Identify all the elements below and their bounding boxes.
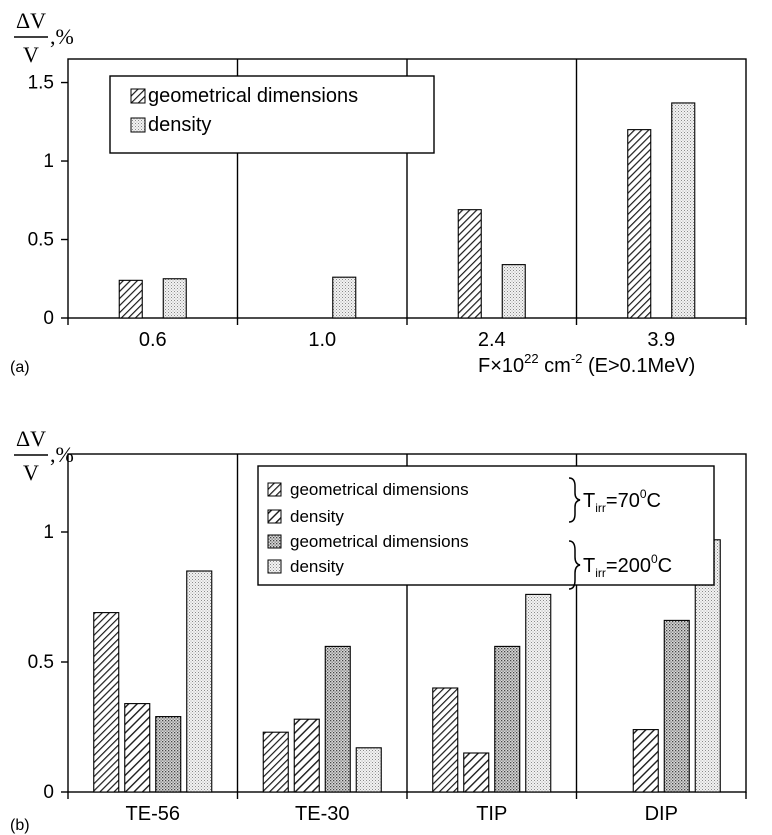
brace-200-icon — [568, 540, 581, 590]
bar-DIP-series-3 — [663, 619, 690, 793]
y-tick-label: 0 — [43, 308, 54, 329]
group-70-sub: irr — [595, 501, 606, 515]
bar-DIP-series-2 — [632, 729, 659, 793]
y-tick-label: 0.5 — [28, 230, 54, 251]
group-200-t: T — [583, 555, 595, 577]
panel-b: ΔV V ,% 00.51 TE-56 TE-30 TIP DIP geometric… — [10, 426, 747, 834]
bar-TIP-series-3 — [494, 645, 521, 793]
x-tick-label: 0.6 — [139, 329, 167, 351]
group-label-70: Tirr=700C — [583, 487, 661, 515]
bar-1.0-series-2 — [332, 276, 357, 319]
bar-TE-30-series-2 — [293, 718, 320, 793]
panel-b-label: (b) — [10, 817, 30, 834]
group-70-unit: C — [647, 490, 661, 512]
group-70-eq: =70 — [606, 490, 640, 512]
x-tick-label: TIP — [476, 803, 507, 825]
bar-2.4-series-2 — [501, 264, 526, 319]
x-tick-label: 1.0 — [308, 329, 336, 351]
bar-3.9-series-2 — [671, 102, 696, 319]
group-70-t: T — [583, 490, 595, 512]
bar-0.6-series-2 — [162, 278, 187, 319]
panel-a: ΔV V ,% 0 0.5 1 1.5 0.6 1.0 2.4 3.9 geometrica… — [10, 8, 747, 377]
legend-swatch-geometrical — [130, 88, 146, 104]
panel-b-legend: geometrical dimensions density geometric… — [257, 465, 715, 590]
legend-label-density: density — [148, 114, 211, 136]
group-200-sub: irr — [595, 566, 606, 580]
x-tick-label: TE-56 — [126, 803, 180, 825]
panel-a-ylabel-unit: ,% — [50, 24, 74, 49]
panel-b-y-ticks: 00.51 — [28, 522, 68, 803]
group-70-sup: 0 — [640, 487, 647, 501]
legend-label-geom-70: geometrical dimensions — [290, 480, 469, 499]
group-label-200: Tirr=2000C — [583, 552, 672, 580]
x-tick-label: DIP — [645, 803, 678, 825]
bar-3.9-series-1 — [627, 129, 652, 319]
panel-a-legend-box — [109, 75, 435, 154]
bar-TE-56-series-4 — [186, 570, 213, 793]
panel-a-label: (a) — [10, 359, 30, 376]
panel-a-legend: geometrical dimensions density — [109, 75, 435, 154]
bar-TIP-series-4 — [525, 593, 552, 793]
legend-label-density-70: density — [290, 507, 344, 526]
y-tick-label: 1 — [43, 522, 54, 543]
panel-b-x-ticks: TE-56 TE-30 TIP DIP — [67, 792, 747, 825]
legend-swatch-geom-70 — [267, 482, 282, 497]
x-tick-label: 3.9 — [647, 329, 675, 351]
bar-TE-56-series-1 — [93, 612, 120, 793]
group-200-sup: 0 — [651, 552, 658, 566]
xlabel-exp: 22 — [524, 351, 538, 366]
x-tick-label: TE-30 — [295, 803, 349, 825]
y-tick-label: 1 — [43, 151, 54, 172]
brace-70-icon — [568, 477, 581, 523]
bar-TE-56-series-3 — [155, 716, 182, 793]
x-tick-label: 2.4 — [478, 329, 506, 351]
legend-label-geometrical: geometrical dimensions — [148, 85, 358, 107]
group-200-eq: =200 — [606, 555, 651, 577]
xlabel-main: F×10 — [478, 355, 524, 377]
panel-a-ylabel-top: ΔV — [16, 8, 46, 33]
legend-swatch-density-70 — [267, 509, 282, 524]
bar-TE-30-series-3 — [324, 645, 351, 793]
panel-b-legend-box — [257, 465, 715, 586]
group-200-unit: C — [658, 555, 672, 577]
legend-label-geom-200: geometrical dimensions — [290, 532, 469, 551]
panel-a-ylabel-bottom: V — [23, 42, 39, 67]
bar-TIP-series-1 — [432, 687, 459, 793]
bar-2.4-series-1 — [457, 209, 482, 319]
legend-swatch-density — [130, 117, 146, 133]
xlabel-unit-exp: -2 — [571, 351, 583, 366]
bar-TE-30-series-4 — [355, 747, 382, 793]
panel-b-ylabel-bottom: V — [23, 460, 39, 485]
panel-a-bars — [118, 102, 696, 319]
bar-TIP-series-2 — [463, 752, 490, 793]
legend-swatch-geom-200 — [267, 534, 282, 549]
panel-b-ylabel-top: ΔV — [16, 426, 46, 451]
panel-a-y-ticks: 0 0.5 1 1.5 — [28, 73, 68, 329]
y-tick-label: 0.5 — [28, 652, 54, 673]
xlabel-tail: (E>0.1MeV) — [582, 355, 695, 377]
bar-TE-30-series-1 — [262, 731, 289, 793]
legend-swatch-density-200 — [267, 559, 282, 574]
y-tick-label: 1.5 — [28, 73, 54, 94]
y-tick-label: 0 — [43, 782, 54, 803]
legend-label-density-200: density — [290, 557, 344, 576]
xlabel-unit: cm — [539, 355, 571, 377]
panel-a-xlabel: F×1022 cm-2 (E>0.1MeV) — [478, 351, 695, 377]
bar-0.6-series-1 — [118, 279, 143, 319]
panel-a-x-ticks: 0.6 1.0 2.4 3.9 — [67, 318, 747, 351]
bar-TE-56-series-2 — [124, 703, 151, 793]
